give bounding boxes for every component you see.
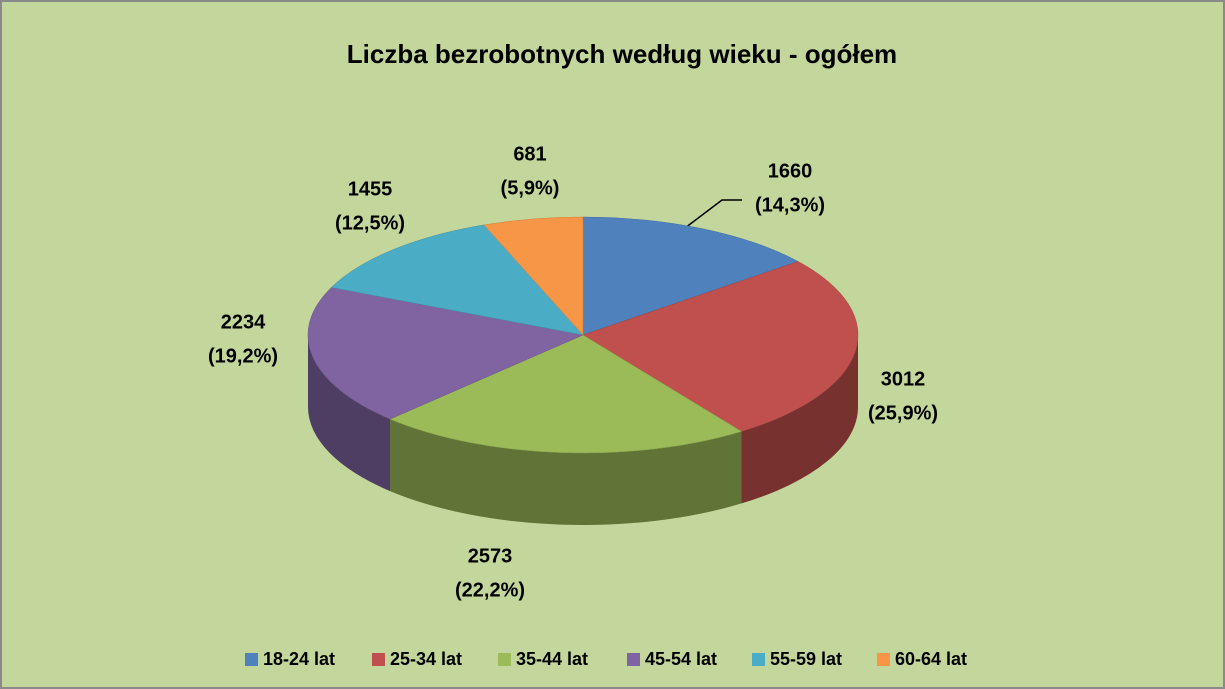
data-label: 2573 (468, 545, 513, 567)
legend-label: 25-34 lat (390, 649, 462, 669)
legend-label: 35-44 lat (516, 649, 588, 669)
slice (389, 334, 743, 454)
legend-swatch (498, 653, 511, 666)
data-label: 1660 (768, 160, 813, 182)
data-label: (14,3%) (755, 194, 825, 216)
legend-label: 60-64 lat (895, 649, 967, 669)
chart-title: Liczba bezrobotnych według wieku - ogółe… (347, 39, 897, 69)
data-label: (25,9%) (868, 402, 938, 424)
data-label: 3012 (881, 368, 926, 390)
legend-swatch (627, 653, 640, 666)
slice (330, 224, 584, 336)
data-label: (22,2%) (455, 579, 525, 601)
data-label: 2234 (221, 311, 266, 333)
slice-side (308, 335, 391, 492)
leader-line (684, 199, 742, 229)
slice (483, 216, 584, 336)
legend-label: 45-54 lat (645, 649, 717, 669)
slice (582, 261, 859, 432)
slice (307, 287, 584, 420)
legend-swatch (752, 653, 765, 666)
legend-swatch (877, 653, 890, 666)
slice-side (741, 335, 859, 504)
data-label: (19,2%) (208, 345, 278, 367)
legend-label: 18-24 lat (263, 649, 335, 669)
slice (582, 216, 799, 336)
data-label: 681 (513, 143, 546, 165)
legend-swatch (372, 653, 385, 666)
data-label: 1455 (348, 178, 393, 200)
slice-side (390, 419, 742, 525)
data-label: (5,9%) (501, 177, 560, 199)
data-label: (12,5%) (335, 212, 405, 234)
legend-swatch (245, 653, 258, 666)
legend-label: 55-59 lat (770, 649, 842, 669)
